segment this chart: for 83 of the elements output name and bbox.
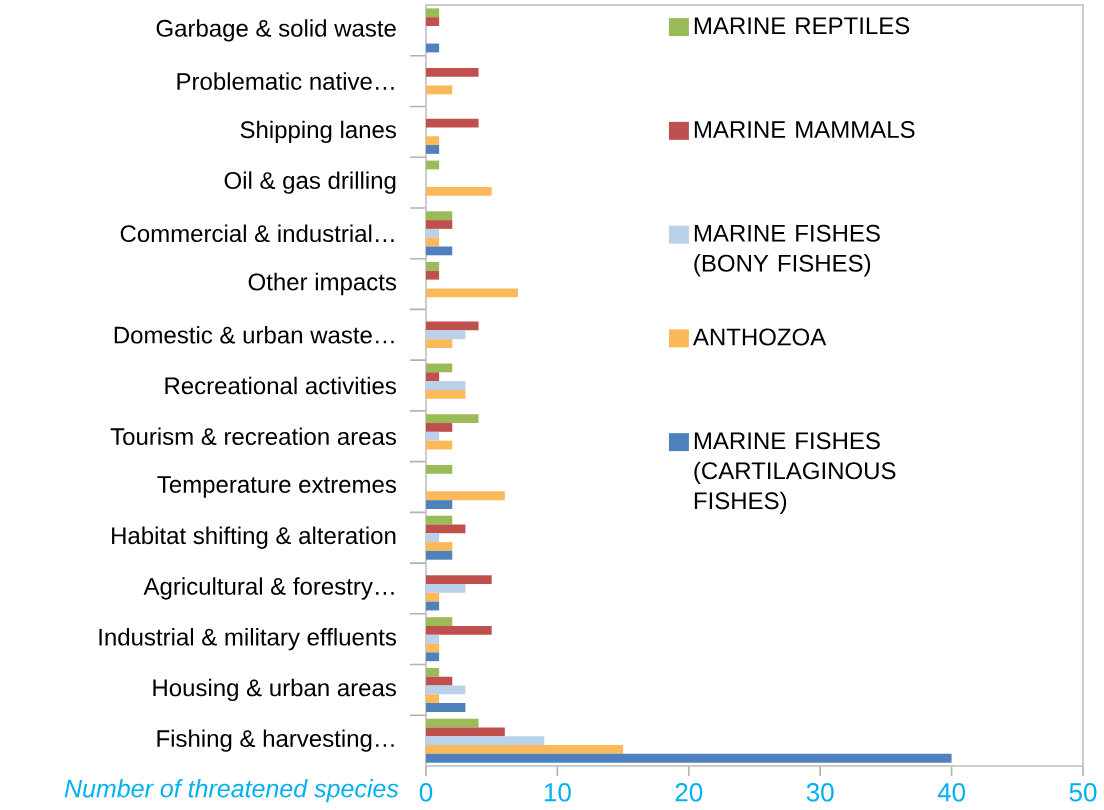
bar: [426, 625, 492, 635]
x-tick-label: 40: [937, 783, 966, 802]
bar: [426, 118, 479, 128]
bar: [426, 736, 545, 746]
bar: [426, 533, 440, 543]
bar: [426, 440, 453, 450]
bar: [426, 262, 440, 271]
bar: [426, 592, 440, 602]
bar: [426, 363, 453, 373]
bar: [426, 145, 440, 154]
bar: [426, 339, 453, 348]
bar: [426, 550, 453, 560]
y-tick-label: Garbage & solid waste: [156, 19, 396, 42]
bar: [426, 676, 453, 686]
bar: [426, 703, 466, 712]
y-tick-label: Tourism & recreation areas: [110, 427, 397, 446]
x-tick-label: 0: [419, 783, 433, 802]
bar: [426, 423, 453, 432]
bar: [426, 220, 453, 229]
bar: [426, 381, 466, 390]
bar: [426, 500, 453, 509]
bar: [426, 745, 624, 754]
bar: [426, 694, 440, 704]
bar: [426, 321, 479, 331]
bar: [426, 575, 492, 585]
bar: [426, 237, 440, 247]
bar: [426, 524, 466, 534]
bar: [426, 228, 440, 238]
bar: [426, 330, 466, 340]
x-tick-label: 30: [806, 783, 834, 802]
bar: [426, 652, 440, 662]
bar: [426, 685, 466, 695]
bar: [426, 753, 952, 763]
x-tick-label: 20: [675, 783, 703, 802]
bar: [426, 246, 453, 256]
y-tick-label: Housing & urban areas: [153, 678, 396, 702]
bar: [426, 85, 453, 95]
bar: [426, 634, 440, 644]
bar: [426, 43, 440, 53]
bar: [426, 718, 479, 728]
bar: [426, 491, 505, 501]
legend-label: MARINE FISHES (CARTILAGINOUS FISHES): [694, 432, 896, 514]
bar: [426, 17, 440, 26]
bar: [426, 372, 440, 382]
y-tick-label: Domestic & urban waste…: [114, 325, 394, 344]
y-tick-label: Other impacts: [248, 272, 397, 296]
bar: [426, 67, 479, 77]
y-tick-label: Shipping lanes: [240, 120, 396, 144]
y-tick-label: Industrial & military effluents: [99, 628, 397, 651]
bar: [426, 617, 453, 626]
legend-label: MARINE MAMMALS: [694, 120, 915, 138]
y-tick-label: Oil & gas drilling: [224, 171, 396, 194]
x-tick-label: 50: [1069, 783, 1097, 802]
y-tick-label: Commercial & industrial…: [120, 224, 394, 243]
bar: [426, 431, 440, 441]
bar: [426, 601, 440, 611]
y-tick-label: Temperature extremes: [157, 476, 397, 498]
bar: [426, 667, 440, 677]
bar: [426, 186, 492, 196]
bar: [426, 584, 466, 593]
bar: [426, 389, 466, 399]
legend-label: MARINE REPTILES: [694, 17, 910, 35]
bar: [426, 643, 440, 653]
bar: [426, 414, 479, 424]
x-tick-label: 10: [544, 783, 571, 802]
bar: [426, 8, 440, 18]
y-tick-label: Fishing & harvesting…: [157, 729, 394, 752]
y-tick-label: Habitat shifting & alteration: [112, 526, 396, 549]
legend-label: ANTHOZOA: [692, 328, 827, 346]
bar: [426, 270, 440, 280]
legend-label: MARINE FISHES (BONY FISHES): [694, 224, 880, 277]
y-tick-label: Recreational activities: [165, 376, 396, 395]
bar: [426, 542, 453, 551]
bar: [426, 727, 505, 737]
bar: [426, 515, 453, 525]
x-axis-title: Number of threatened species: [64, 779, 399, 803]
y-tick-label: Problematic native…: [177, 72, 394, 90]
y-tick-label: Agricultural & forestry…: [143, 577, 394, 600]
bar: [426, 136, 440, 146]
bar: [426, 160, 440, 170]
bar: [426, 464, 453, 474]
bar: [426, 211, 453, 221]
bar: [426, 288, 518, 298]
